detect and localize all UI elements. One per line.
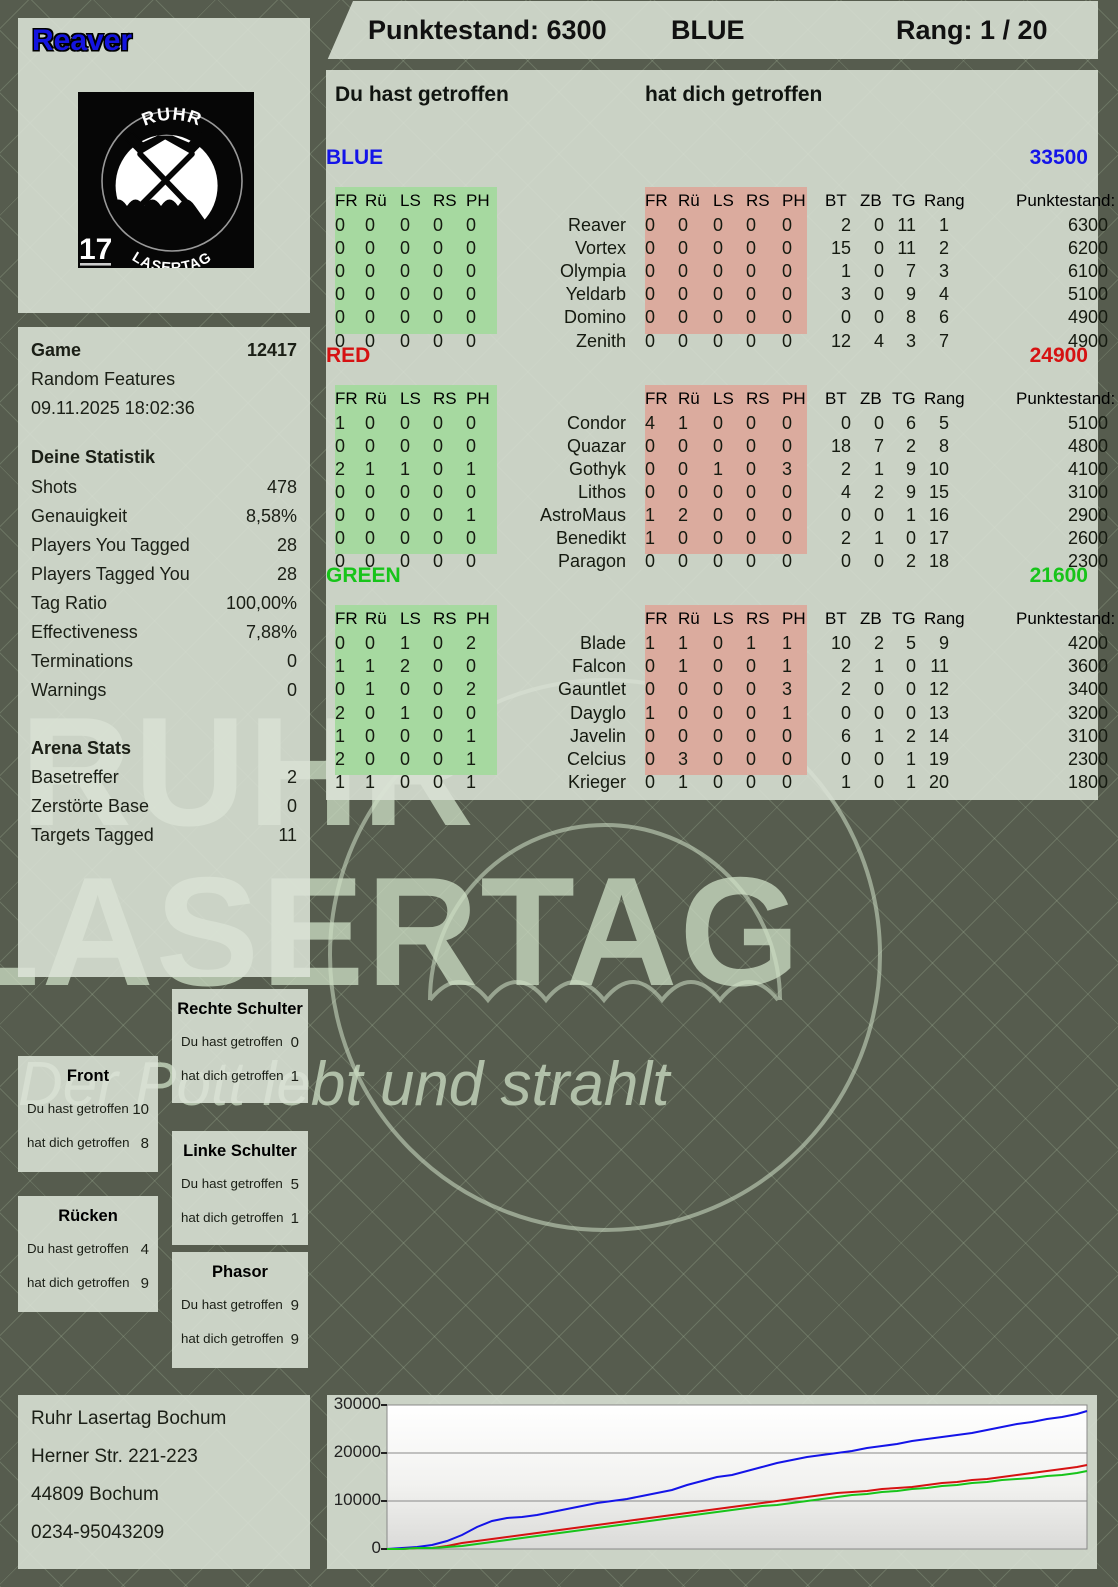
svg-text:20000: 20000: [334, 1442, 381, 1461]
svg-text:0: 0: [372, 1538, 381, 1557]
svg-text:10000: 10000: [334, 1490, 381, 1509]
svg-text:30000: 30000: [334, 1395, 381, 1413]
svg-text:17: 17: [79, 233, 112, 266]
